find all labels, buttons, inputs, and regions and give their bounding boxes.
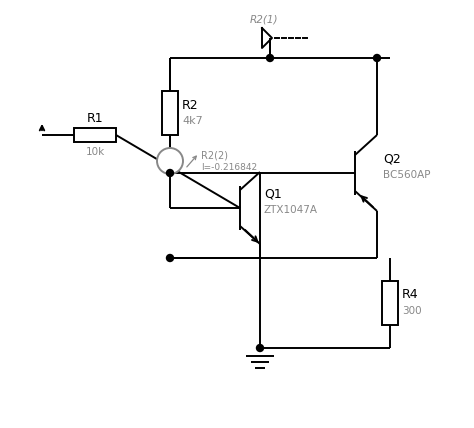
Bar: [382, 281, 398, 325]
Text: R2(2): R2(2): [201, 150, 228, 160]
Text: R1: R1: [87, 112, 104, 125]
Text: 300: 300: [402, 306, 422, 316]
Text: Q2: Q2: [383, 152, 401, 166]
Text: ZTX1047A: ZTX1047A: [264, 205, 318, 215]
Circle shape: [166, 255, 173, 262]
Text: R2(1): R2(1): [250, 14, 279, 24]
Circle shape: [157, 148, 183, 174]
Circle shape: [256, 345, 264, 351]
Bar: [74, 128, 116, 142]
Circle shape: [166, 169, 173, 176]
Text: BC560AP: BC560AP: [383, 170, 430, 180]
Text: 4k7: 4k7: [182, 116, 203, 126]
Circle shape: [266, 54, 273, 62]
Text: R4: R4: [402, 288, 419, 301]
Text: I=-0.216842: I=-0.216842: [201, 163, 257, 172]
Bar: [162, 91, 178, 135]
Circle shape: [374, 54, 381, 62]
Text: 10k: 10k: [85, 147, 105, 157]
Text: R2: R2: [182, 98, 199, 112]
Text: Q1: Q1: [264, 187, 282, 200]
